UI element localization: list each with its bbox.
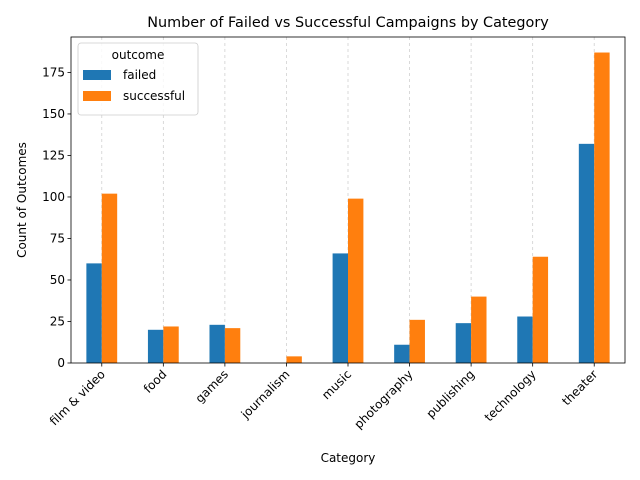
- bar-failed: [86, 263, 102, 363]
- bar-failed: [517, 316, 533, 363]
- legend: outcome failed successful: [77, 42, 199, 116]
- y-tick-label: 50: [50, 273, 65, 287]
- y-tick-label: 75: [50, 231, 65, 245]
- x-tick-label: publishing: [424, 367, 478, 421]
- bar-successful: [101, 193, 118, 363]
- bar-successful: [224, 328, 241, 363]
- y-tick-label: 100: [42, 190, 65, 204]
- bar-failed: [394, 344, 410, 363]
- bar-successful: [348, 198, 364, 363]
- legend-swatch-failed: [83, 70, 111, 80]
- y-tick-label: 175: [42, 65, 65, 79]
- bar-failed: [578, 143, 595, 363]
- x-tick-label: photography: [351, 367, 415, 431]
- x-axis: film & video food games journalism musicphot…: [47, 363, 600, 431]
- bar-successful: [594, 52, 610, 364]
- legend-label-failed: failed: [123, 68, 156, 82]
- bars: [86, 52, 610, 364]
- bar-failed: [332, 253, 348, 363]
- legend-label-successful: successful: [123, 89, 185, 103]
- legend-title: outcome: [112, 48, 165, 62]
- x-tick-label: film & video: [47, 367, 108, 428]
- chart-title: Number of Failed vs Successful Campaigns…: [147, 15, 549, 31]
- legend-swatch-successful: [83, 91, 111, 101]
- y-axis-label: Count of Outcomes: [15, 142, 29, 258]
- bar-failed: [455, 323, 472, 363]
- x-tick-label: games: [193, 367, 231, 405]
- bar-successful: [532, 256, 549, 363]
- bar-successful: [163, 326, 179, 363]
- x-tick-label: food: [141, 367, 170, 396]
- x-tick-label: music: [319, 367, 354, 402]
- y-axis: 0 25 50 75 100 125 150 175: [42, 65, 71, 370]
- bar-failed: [209, 324, 225, 363]
- x-tick-label: journalism: [238, 367, 293, 422]
- y-tick-label: 0: [57, 356, 65, 370]
- y-tick-label: 25: [50, 314, 65, 328]
- y-tick-label: 125: [42, 148, 65, 162]
- bar-failed: [147, 329, 164, 363]
- x-tick-label: theater: [559, 367, 600, 408]
- x-tick-label: technology: [482, 367, 539, 424]
- bar-successful: [471, 296, 487, 363]
- x-axis-label: Category: [321, 451, 376, 465]
- bar-successful: [409, 319, 425, 363]
- bar-successful: [286, 356, 302, 363]
- y-tick-label: 150: [42, 107, 65, 121]
